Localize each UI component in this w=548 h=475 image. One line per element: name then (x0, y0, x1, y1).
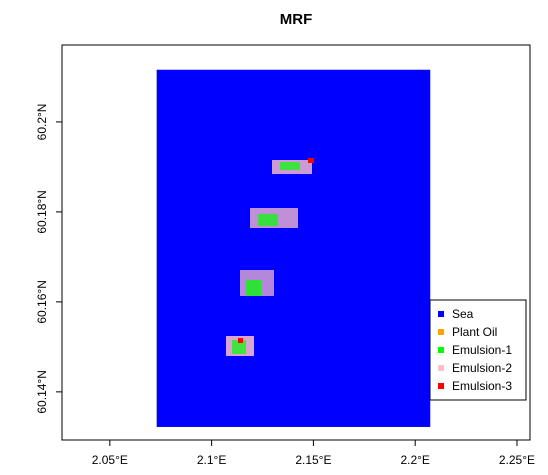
legend-label: Emulsion-1 (452, 343, 512, 357)
x-tick-label: 2.1°E (197, 453, 226, 467)
legend-swatch (438, 365, 444, 371)
legend-swatch (438, 311, 444, 317)
legend-label: Emulsion-3 (452, 379, 512, 393)
legend-label: Plant Oil (452, 325, 497, 339)
chart-title: MRF (280, 11, 313, 28)
raster-extent (157, 70, 431, 427)
x-tick-label: 2.15°E (295, 453, 331, 467)
y-tick-label: 60.14°N (35, 370, 49, 414)
x-tick-label: 2.2°E (400, 453, 429, 467)
legend-swatch (438, 383, 444, 389)
y-tick-label: 60.2°N (35, 104, 49, 141)
legend-swatch (438, 329, 444, 335)
y-tick-label: 60.18°N (35, 190, 49, 234)
x-tick-label: 2.05°E (92, 453, 128, 467)
y-tick-label: 60.16°N (35, 280, 49, 324)
legend-label: Sea (452, 307, 474, 321)
chart: MRF 2.05°E 2.1°E 2.15°E 2.2°E 2.25°E 60.14°N 6… (0, 0, 548, 475)
legend-swatch (438, 347, 444, 353)
legend-label: Emulsion-2 (452, 361, 512, 375)
raster-layer (157, 70, 431, 427)
x-tick-label: 2.25°E (499, 453, 535, 467)
